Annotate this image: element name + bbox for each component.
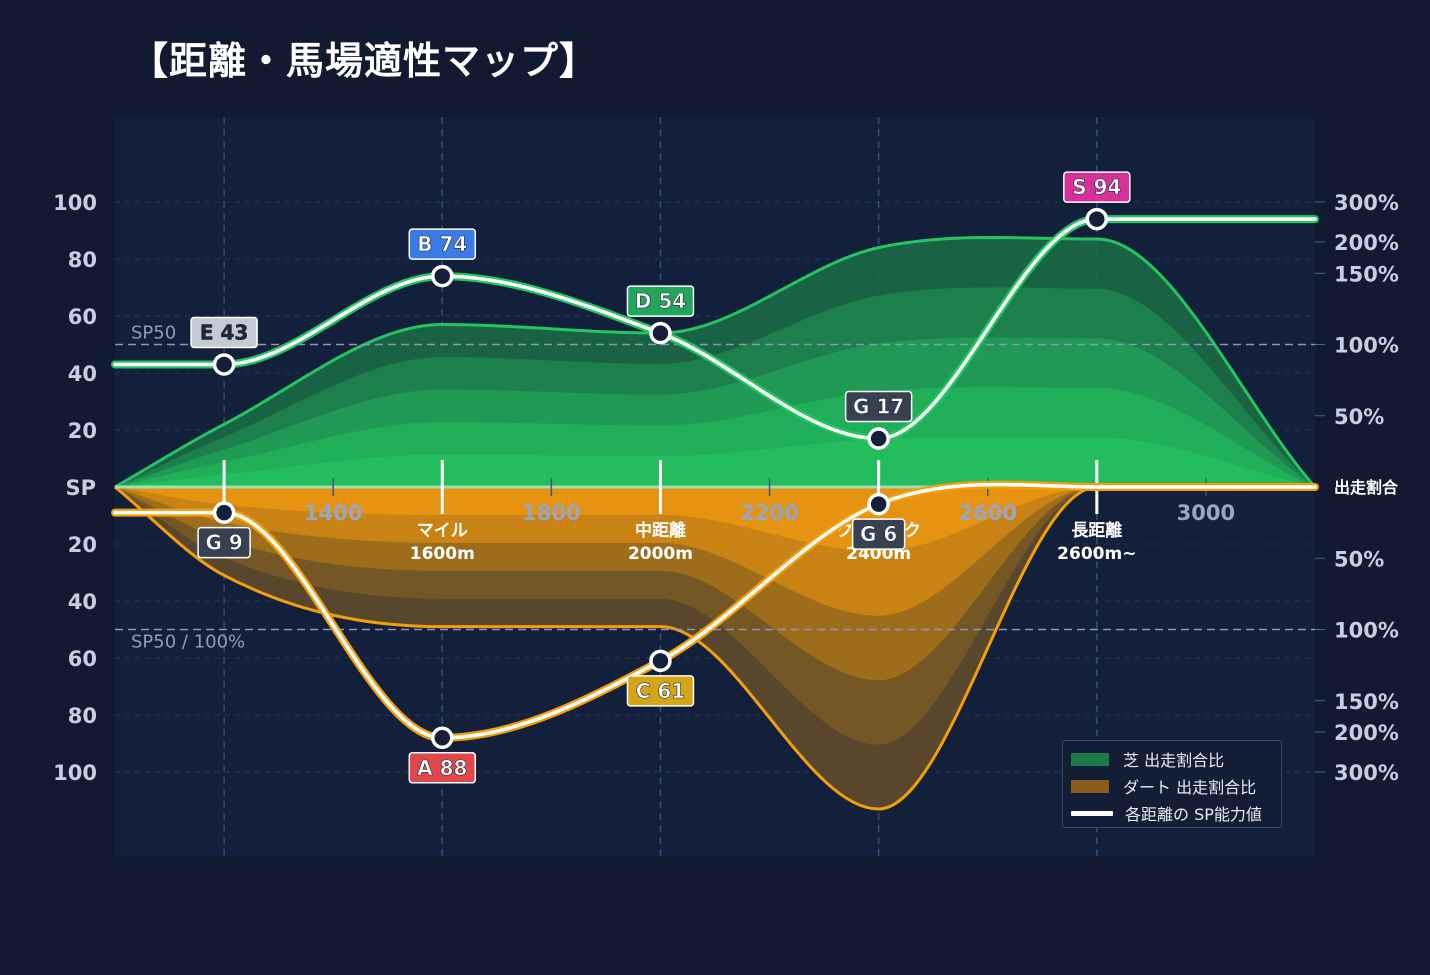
left-tick-label: 20 bbox=[68, 533, 97, 557]
x-tick-label: 3000 bbox=[1177, 501, 1235, 525]
grade-badge bbox=[197, 526, 251, 559]
grade-badge-label: C 61 bbox=[636, 679, 685, 703]
legend-label-turf: 芝 出走割合比 bbox=[1123, 751, 1225, 770]
category-label: マイル bbox=[417, 521, 468, 541]
right-tick-label: 300% bbox=[1334, 191, 1399, 215]
x-tick-label: 2600 bbox=[959, 501, 1017, 525]
chart-title: 【距離・馬場適性マップ】 bbox=[130, 39, 599, 83]
left-tick-label: 60 bbox=[68, 647, 97, 671]
grade-badge-label: S 94 bbox=[1072, 175, 1121, 199]
legend: 芝 出走割合比 ダート 出走割合比 各距離の SP能力値 bbox=[1062, 740, 1282, 828]
left-tick-label: 80 bbox=[68, 704, 97, 728]
grade-badge-label: A 88 bbox=[417, 756, 467, 780]
category-distance-label: 2600m~ bbox=[1057, 544, 1136, 564]
sp50-label-bottom: SP50 / 100% bbox=[131, 632, 245, 653]
grade-badge bbox=[190, 316, 258, 349]
right-tick-label: 100% bbox=[1334, 619, 1399, 643]
grade-badge-label: G 17 bbox=[853, 395, 904, 419]
sp-marker bbox=[431, 726, 454, 750]
right-tick-label: 300% bbox=[1334, 761, 1399, 785]
right-tick-label: 150% bbox=[1334, 690, 1399, 714]
grade-badge bbox=[851, 518, 906, 550]
turf-sp-markers: E 43 B 74 D 54 G 17 S 94 bbox=[190, 171, 1131, 450]
right-tick-label: 150% bbox=[1334, 262, 1399, 286]
sp-marker bbox=[212, 353, 236, 376]
grade-badge-label: G 9 bbox=[205, 531, 242, 555]
legend-swatch-dirt bbox=[1071, 779, 1109, 793]
turf-area bbox=[114, 235, 1317, 489]
x-tick-label: 1400 bbox=[304, 501, 362, 525]
legend-label-sp: 各距離の SP能力値 bbox=[1125, 805, 1262, 824]
dirt-area-layer bbox=[115, 487, 1315, 552]
left-tick-label: 80 bbox=[68, 248, 97, 272]
left-axis-zero-label: SP bbox=[65, 476, 96, 500]
legend-item-turf: 芝 出走割合比 bbox=[1071, 747, 1224, 771]
left-tick-label: 40 bbox=[68, 362, 97, 386]
grade-badge bbox=[408, 752, 477, 784]
grade-badge bbox=[626, 675, 695, 707]
dirt-area bbox=[114, 485, 1316, 811]
category-distance-label: 1600m bbox=[410, 544, 475, 564]
reference-lines: SP50 SP50 / 100% bbox=[115, 323, 1315, 653]
turf-area-layer bbox=[115, 437, 1315, 487]
right-tick-label: 200% bbox=[1334, 231, 1399, 255]
right-tick-label: 50% bbox=[1334, 405, 1384, 429]
grade-badge bbox=[1063, 171, 1131, 203]
x-tick-label: 2200 bbox=[740, 501, 798, 525]
x-tick-label: 1800 bbox=[522, 501, 580, 525]
grade-badge bbox=[844, 390, 913, 423]
grade-badge bbox=[626, 285, 695, 317]
sp-marker bbox=[867, 492, 890, 516]
grade-badge-label: D 54 bbox=[635, 289, 686, 313]
right-tick-label: 50% bbox=[1334, 547, 1384, 571]
category-distance-label: 2000m bbox=[628, 544, 693, 564]
right-axis-zero-label: 出走割合 bbox=[1334, 478, 1399, 497]
right-tick-label: 200% bbox=[1334, 721, 1399, 745]
sp-marker bbox=[1085, 207, 1109, 231]
sp-marker bbox=[867, 427, 890, 450]
sp50-label-top: SP50 bbox=[131, 323, 176, 344]
grade-badge-label: B 74 bbox=[417, 232, 467, 256]
sp-marker bbox=[649, 649, 672, 673]
right-axis: 出走割合 300% 200% 150% 100% 50% 50% 100% 150% 200% 30… bbox=[1315, 191, 1399, 785]
dirt-area-layer bbox=[115, 487, 1315, 616]
sp-marker bbox=[649, 321, 672, 345]
legend-item-sp: 各距離の SP能力値 bbox=[1071, 801, 1262, 825]
legend-swatch-sp bbox=[1071, 810, 1113, 816]
left-tick-label: 60 bbox=[68, 305, 97, 329]
sp-marker bbox=[431, 264, 454, 288]
category-label: 長距離 bbox=[1071, 520, 1122, 541]
left-tick-label: 40 bbox=[68, 590, 97, 614]
left-axis: SP 20 20 40 40 60 60 80 80 100 100 bbox=[53, 191, 97, 785]
category-label: 中距離 bbox=[635, 520, 686, 541]
grade-badge bbox=[408, 228, 477, 260]
left-tick-label: 100 bbox=[53, 761, 97, 785]
legend-swatch-turf bbox=[1071, 752, 1109, 766]
legend-item-dirt: ダート 出走割合比 bbox=[1071, 774, 1256, 798]
turf-ratio-line bbox=[114, 235, 1317, 489]
dirt-sp-markers: G 9 A 88 C 61 G 6 bbox=[197, 492, 906, 784]
grade-badge-label: G 6 bbox=[860, 522, 897, 546]
legend-label-dirt: ダート 出走割合比 bbox=[1123, 778, 1257, 797]
right-tick-label: 100% bbox=[1334, 334, 1399, 358]
grade-badge-label: E 43 bbox=[200, 320, 248, 344]
sp-marker bbox=[212, 501, 236, 524]
left-tick-label: 20 bbox=[68, 419, 97, 443]
left-tick-label: 100 bbox=[53, 191, 97, 215]
